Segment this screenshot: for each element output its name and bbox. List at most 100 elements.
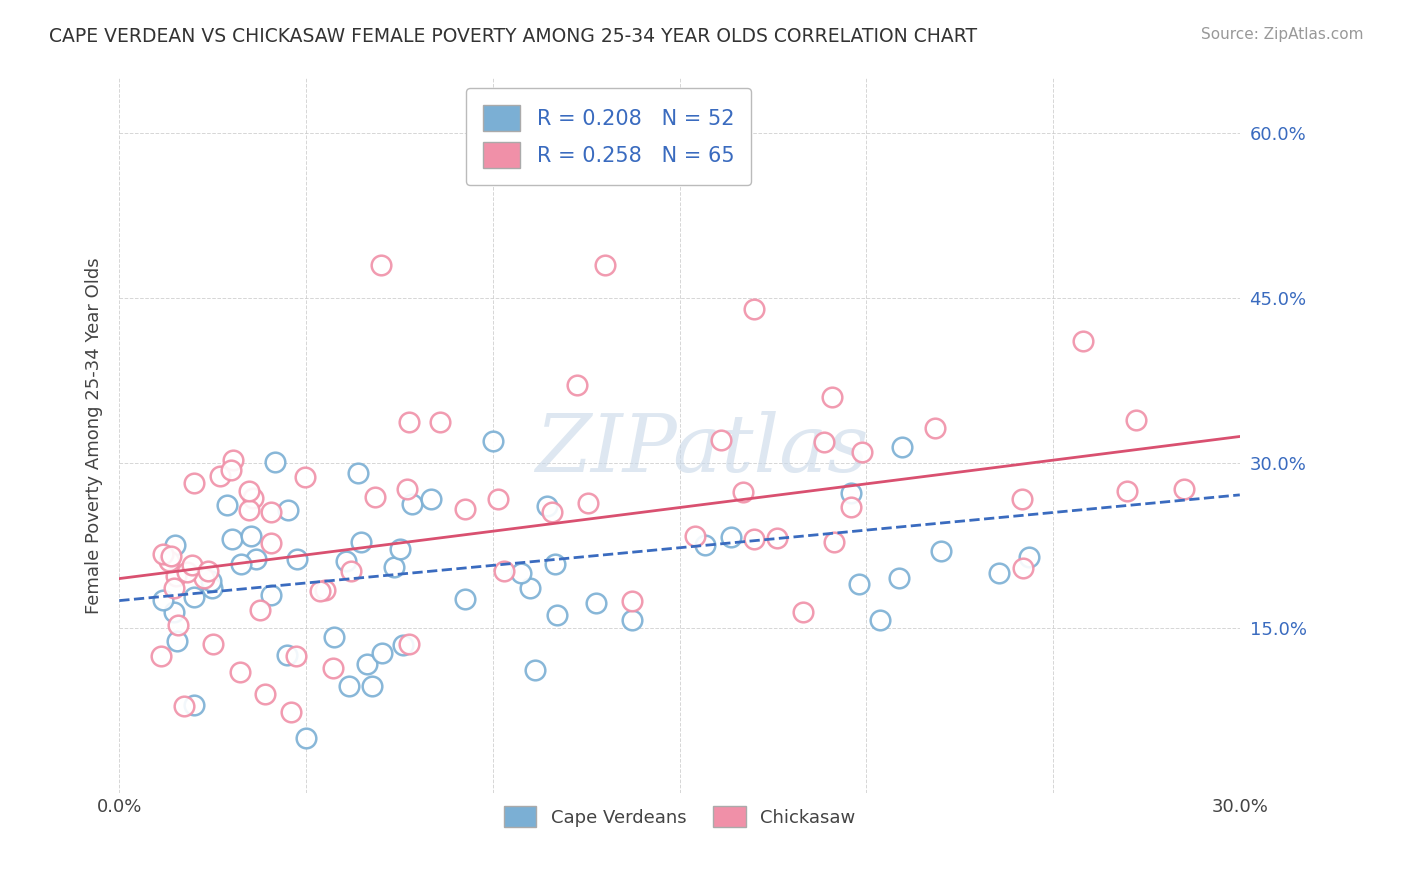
Point (215, 499, 238, 513)
Point (165, 538, 187, 552)
Point (839, 500, 862, 514)
Point (149, 648, 172, 663)
Point (335, 554, 357, 568)
Point (1125, 413, 1147, 427)
Point (166, 633, 188, 648)
Point (284, 648, 307, 663)
Point (392, 638, 415, 652)
Point (889, 571, 911, 585)
Point (567, 378, 589, 392)
Point (183, 590, 205, 604)
Point (987, 566, 1010, 581)
Point (481, 434, 503, 448)
Point (398, 415, 420, 429)
Point (245, 552, 267, 566)
Point (260, 505, 283, 519)
Point (173, 698, 195, 713)
Point (276, 648, 298, 662)
Point (347, 467, 370, 481)
Point (1116, 484, 1139, 499)
Point (360, 680, 382, 694)
Point (309, 584, 332, 599)
Point (322, 661, 344, 675)
Point (323, 630, 346, 644)
Point (287, 552, 309, 566)
Point (238, 503, 260, 517)
Point (294, 470, 316, 484)
Legend: Cape Verdeans, Chickasaw: Cape Verdeans, Chickasaw (496, 799, 863, 834)
Point (398, 638, 420, 652)
Point (167, 618, 190, 632)
Point (222, 453, 245, 467)
Point (924, 421, 946, 435)
Point (486, 492, 509, 507)
Point (277, 503, 299, 517)
Point (494, 564, 516, 578)
Point (544, 558, 567, 572)
Point (821, 390, 844, 404)
Text: CAPE VERDEAN VS CHICKASAW FEMALE POVERTY AMONG 25-34 YEAR OLDS CORRELATION CHART: CAPE VERDEAN VS CHICKASAW FEMALE POVERTY… (49, 27, 977, 45)
Point (742, 532, 765, 546)
Point (181, 558, 204, 573)
Point (1071, 334, 1094, 348)
Point (260, 535, 283, 549)
Point (349, 535, 371, 549)
Point (546, 607, 568, 622)
Point (454, 592, 477, 607)
Point (197, 564, 219, 578)
Point (263, 455, 285, 469)
Point (510, 566, 533, 581)
Point (576, 496, 599, 510)
Point (159, 549, 181, 563)
Point (242, 491, 264, 505)
Point (621, 594, 644, 608)
Point (157, 553, 180, 567)
Y-axis label: Female Poverty Among 25-34 Year Olds: Female Poverty Among 25-34 Year Olds (86, 257, 103, 614)
Point (792, 605, 814, 619)
Point (731, 484, 754, 499)
Point (848, 576, 870, 591)
Point (813, 434, 835, 449)
Point (295, 731, 318, 746)
Point (371, 646, 394, 660)
Point (585, 596, 607, 610)
Point (823, 534, 845, 549)
Text: ZIPatlas: ZIPatlas (536, 411, 869, 489)
Point (765, 531, 787, 545)
Point (229, 665, 252, 679)
Point (720, 530, 742, 544)
Text: Source: ZipAtlas.com: Source: ZipAtlas.com (1201, 27, 1364, 42)
Point (420, 492, 443, 507)
Point (314, 582, 336, 597)
Point (742, 301, 765, 316)
Point (163, 606, 186, 620)
Point (202, 637, 225, 651)
Point (363, 490, 385, 504)
Point (695, 538, 717, 552)
Point (384, 559, 406, 574)
Point (891, 440, 914, 454)
Point (183, 698, 205, 713)
Point (340, 564, 363, 578)
Point (200, 574, 222, 589)
Point (229, 558, 252, 572)
Point (683, 529, 706, 543)
Point (541, 505, 564, 519)
Point (869, 613, 891, 627)
Point (163, 582, 186, 596)
Point (519, 581, 541, 595)
Point (183, 476, 205, 491)
Point (219, 463, 242, 477)
Point (240, 529, 263, 543)
Point (165, 569, 187, 583)
Point (201, 581, 224, 595)
Point (356, 657, 378, 671)
Point (429, 415, 451, 429)
Point (851, 445, 873, 459)
Point (208, 469, 231, 483)
Point (1012, 561, 1035, 575)
Point (389, 541, 412, 556)
Point (260, 588, 283, 602)
Point (337, 679, 360, 693)
Point (152, 593, 174, 607)
